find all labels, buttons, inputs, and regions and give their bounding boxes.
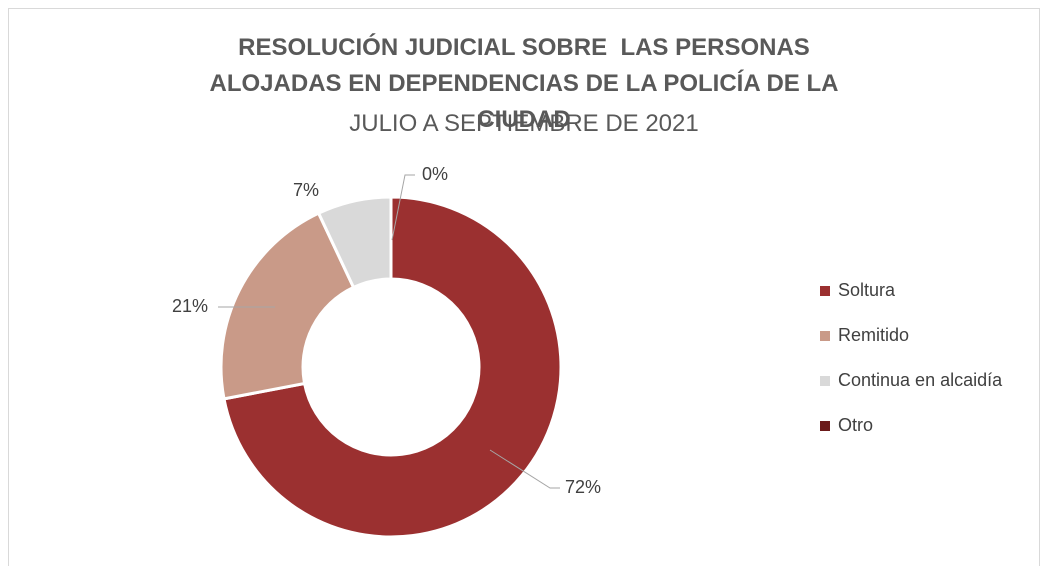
legend-swatch — [820, 421, 830, 431]
data-label: 7% — [293, 180, 319, 200]
leader-line — [391, 174, 415, 241]
slice — [219, 211, 356, 401]
legend-swatch — [820, 286, 830, 296]
legend-label: Remitido — [838, 325, 909, 345]
legend-label: Continua en alcaidía — [838, 370, 1003, 390]
legend-label: Soltura — [838, 280, 896, 300]
chart-subtitle: JULIO A SEPTIEMBRE DE 2021 — [349, 110, 699, 137]
frame — [8, 8, 1040, 566]
leader-line — [489, 449, 560, 489]
data-label: 21% — [172, 296, 208, 316]
legend-swatch — [820, 331, 830, 341]
slice — [222, 195, 563, 539]
legend-swatch — [820, 376, 830, 386]
legend-label: Otro — [838, 415, 873, 435]
data-label: 72% — [565, 477, 601, 497]
chart-title: RESOLUCIÓN JUDICIAL SOBRE LAS PERSONAS A… — [209, 34, 846, 133]
data-label: 0% — [422, 164, 448, 184]
